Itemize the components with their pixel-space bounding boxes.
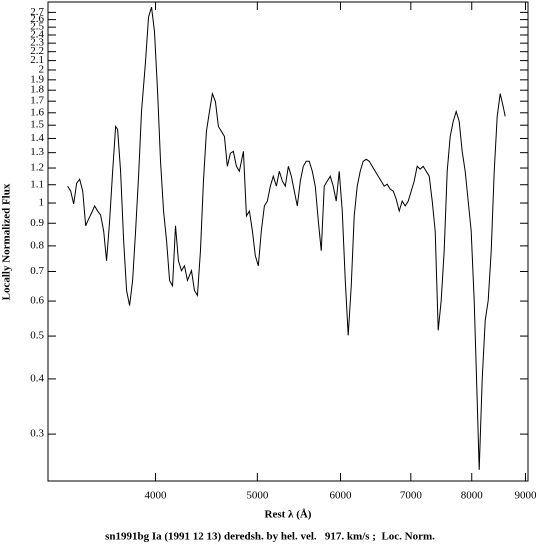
y-tick-label: 0.4 <box>30 372 44 384</box>
x-tick-label: 7000 <box>400 490 423 502</box>
y-tick-label: 1 <box>39 197 45 209</box>
x-tick-label: 9000 <box>514 490 537 502</box>
y-tick-label: 1.6 <box>30 106 44 118</box>
y-tick-label: 1.3 <box>30 146 44 158</box>
x-tick-label: 5000 <box>246 490 269 502</box>
y-tick-label: 2.1 <box>30 54 44 66</box>
y-tick-label: 2.6 <box>30 13 44 25</box>
y-tick-label: 1.9 <box>30 73 44 85</box>
x-tick-label: 6000 <box>330 490 353 502</box>
y-tick-label: 2.3 <box>30 37 44 49</box>
y-tick-label: 0.5 <box>30 330 44 342</box>
x-tick-label: 4000 <box>145 490 168 502</box>
y-tick-label: 2.7 <box>30 6 44 18</box>
y-axis-label: Locally Normalized Flux <box>1 183 13 300</box>
y-tick-label: 1.8 <box>30 84 44 96</box>
y-tick-label: 1.5 <box>30 119 44 131</box>
y-tick-label: 0.8 <box>30 239 44 251</box>
y-tick-label: 0.6 <box>30 295 44 307</box>
y-tick-label: 1.1 <box>30 178 44 190</box>
plot-frame <box>47 1 529 482</box>
y-tick-label: 2.2 <box>30 45 44 57</box>
y-tick-label: 2.4 <box>30 29 44 41</box>
x-tick-label: 8000 <box>461 490 484 502</box>
y-tick-label: 2 <box>39 64 45 76</box>
y-tick-label: 0.3 <box>30 428 44 440</box>
y-tick-label: 1.2 <box>30 162 44 174</box>
y-tick-label: 2.5 <box>30 21 44 33</box>
caption: sn1991bg Ia (1991 12 13) deredsh. by hel… <box>105 531 435 543</box>
spectrum-line <box>67 6 506 470</box>
y-tick-label: 1.4 <box>30 132 44 144</box>
x-axis-label: Rest λ (Å) <box>265 509 312 521</box>
y-tick-label: 0.7 <box>30 265 44 277</box>
y-tick-label: 1.7 <box>30 95 44 107</box>
y-tick-label: 0.9 <box>30 217 44 229</box>
